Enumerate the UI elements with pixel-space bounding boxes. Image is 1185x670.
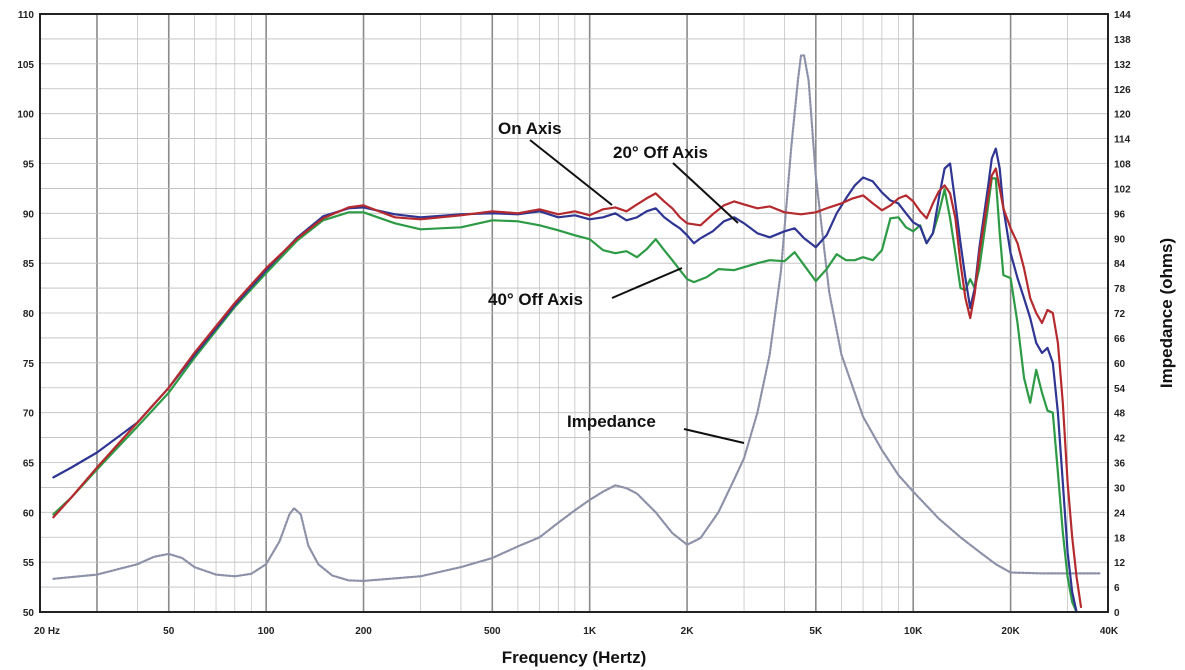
right-tick-label: 72	[1114, 309, 1126, 320]
annotation-label: 20° Off Axis	[613, 143, 708, 162]
x-tick-label: 1K	[583, 626, 597, 637]
series-line-impedance	[52, 54, 1102, 582]
series-layer	[52, 54, 1102, 614]
annotation-label: On Axis	[498, 119, 562, 138]
x-tick-label: 200	[355, 626, 372, 637]
series-line-40-off-axis	[52, 177, 1078, 614]
right-tick-label: 60	[1114, 359, 1126, 370]
right-tick-label: 78	[1114, 284, 1126, 295]
right-tick-label: 0	[1114, 608, 1120, 619]
x-tick-label: 2K	[681, 626, 695, 637]
left-tick-label: 80	[23, 309, 35, 320]
right-tick-label: 84	[1114, 259, 1126, 270]
right-tick-label: 66	[1114, 334, 1126, 345]
series-line-on-axis	[52, 167, 1083, 609]
right-tick-label: 36	[1114, 459, 1126, 470]
right-tick-label: 102	[1114, 184, 1131, 195]
left-tick-label: 100	[17, 110, 34, 121]
right-tick-label: 18	[1114, 533, 1126, 544]
x-tick-label: 20 Hz	[34, 626, 60, 637]
right-tick-label: 96	[1114, 209, 1126, 220]
right-tick-label: 126	[1114, 85, 1131, 96]
right-tick-label: 24	[1114, 508, 1126, 519]
right-tick-label: 90	[1114, 234, 1126, 245]
right-tick-label: 54	[1114, 384, 1126, 395]
x-tick-label: 50	[163, 626, 175, 637]
left-tick-label: 70	[23, 409, 35, 420]
x-tick-label: 100	[258, 626, 275, 637]
right-axis-ticks: 0 6 12 18 24 30 36 42 48 54 60 66 72 78 84 90 96 102 108 11…	[1114, 10, 1131, 619]
annotation-leader	[611, 267, 683, 299]
left-tick-label: 105	[17, 60, 34, 71]
series-line-20-off-axis	[52, 147, 1078, 614]
x-tick-label: 20K	[1001, 626, 1020, 637]
right-tick-label: 30	[1114, 483, 1126, 494]
x-tick-label: 10K	[904, 626, 923, 637]
left-tick-label: 50	[23, 608, 35, 619]
x-tick-label: 5K	[809, 626, 823, 637]
annotation-label: 40° Off Axis	[488, 290, 583, 309]
x-tick-label: 500	[484, 626, 501, 637]
left-tick-label: 55	[23, 558, 35, 569]
right-tick-label: 12	[1114, 558, 1126, 569]
annotation-leader	[672, 162, 739, 224]
left-tick-label: 65	[23, 459, 35, 470]
left-tick-label: 75	[23, 359, 35, 370]
annotation-leader	[683, 428, 745, 444]
annotation-leader	[529, 139, 613, 206]
left-tick-label: 85	[23, 259, 35, 270]
grid	[40, 14, 1108, 612]
right-tick-label: 132	[1114, 60, 1131, 71]
right-tick-label: 114	[1114, 135, 1131, 146]
right-tick-label: 42	[1114, 434, 1126, 445]
x-axis-ticks: 20 Hz 50 100 200 500 1K 2K 5K 10K 20K 40K	[34, 626, 1119, 637]
right-tick-label: 120	[1114, 110, 1131, 121]
x-tick-label: 40K	[1100, 626, 1119, 637]
right-tick-label: 144	[1114, 10, 1131, 21]
left-tick-label: 90	[23, 209, 35, 220]
left-axis-ticks: 50 55 60 65 70 75 80 85 90 95 100 105 110	[17, 10, 34, 619]
plot-frame	[39, 13, 1109, 613]
left-tick-label: 60	[23, 508, 35, 519]
right-axis-title: Impedance (ohms)	[1157, 238, 1176, 388]
left-tick-label: 110	[18, 10, 35, 21]
annotation-label: Impedance	[567, 412, 656, 431]
right-tick-label: 138	[1114, 35, 1131, 46]
right-tick-label: 6	[1114, 583, 1120, 594]
left-tick-label: 95	[23, 160, 35, 171]
annotations: On Axis 20° Off Axis 40° Off Axis Impedance	[488, 119, 745, 444]
right-tick-label: 48	[1114, 409, 1126, 420]
right-tick-label: 108	[1114, 160, 1131, 171]
x-axis-title: Frequency (Hertz)	[502, 648, 647, 667]
